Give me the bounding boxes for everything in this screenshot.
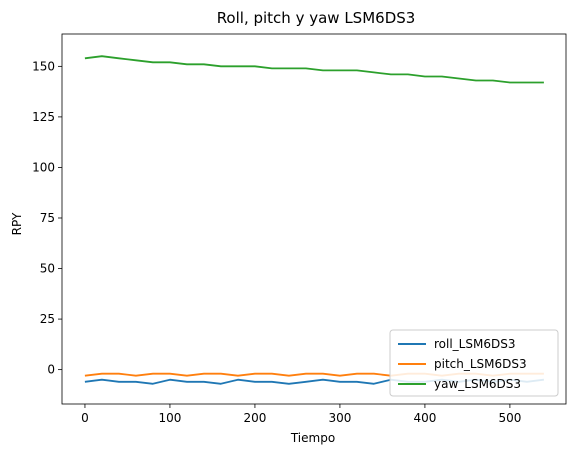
y-tick-label: 50	[40, 262, 55, 276]
x-tick-label: 100	[158, 411, 181, 425]
legend-label: yaw_LSM6DS3	[434, 377, 521, 391]
y-axis-title: RPY	[10, 212, 24, 235]
x-tick-label: 300	[328, 411, 351, 425]
y-tick-label: 100	[32, 160, 55, 174]
y-tick-label: 0	[47, 363, 55, 377]
y-tick-label: 75	[40, 211, 55, 225]
x-tick-label: 0	[81, 411, 89, 425]
chart-title: Roll, pitch y yaw LSM6DS3	[217, 9, 416, 27]
x-tick-label: 200	[243, 411, 266, 425]
legend-box	[389, 329, 559, 397]
legend: roll_LSM6DS3 pitch_LSM6DS3 yaw_LSM6DS3	[389, 329, 559, 397]
y-tick-label: 150	[32, 59, 55, 73]
legend-label: roll_LSM6DS3	[434, 337, 515, 351]
y-tick-label: 25	[40, 312, 55, 326]
x-tick-label: 400	[413, 411, 436, 425]
plot-frame	[61, 33, 567, 405]
plot-area: 0 100 200 300 400 500 0 25 50 75 100 125 150	[32, 33, 567, 425]
x-axis-title: Tiempo	[290, 431, 335, 445]
y-tick-label: 125	[32, 110, 55, 124]
x-tick-label: 500	[498, 411, 521, 425]
series-line-yaw_LSM6DS3	[84, 55, 544, 84]
legend-label: pitch_LSM6DS3	[434, 357, 527, 371]
